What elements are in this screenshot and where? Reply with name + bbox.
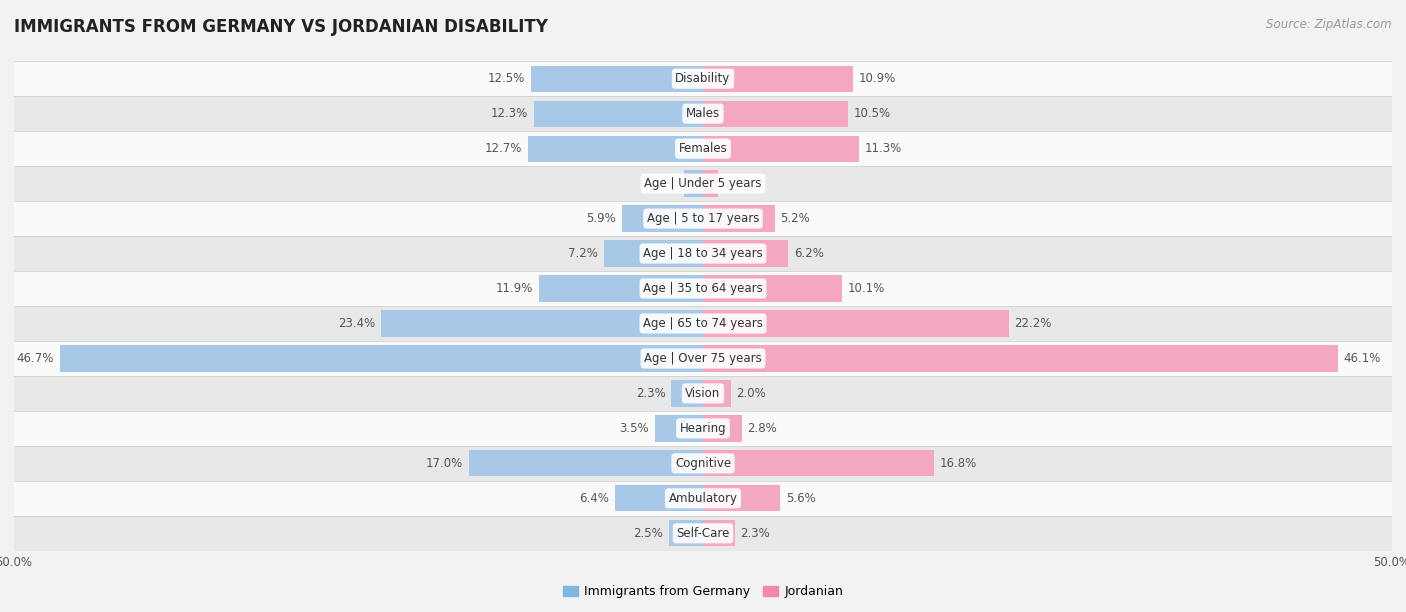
Bar — [703, 345, 1339, 371]
Bar — [703, 171, 718, 196]
Bar — [14, 306, 1392, 341]
Bar — [538, 275, 703, 302]
Bar — [14, 516, 1392, 551]
Bar — [468, 450, 703, 477]
Text: 11.9%: 11.9% — [496, 282, 533, 295]
Bar — [381, 310, 703, 337]
Bar — [14, 481, 1392, 516]
Text: 46.1%: 46.1% — [1344, 352, 1381, 365]
Bar — [703, 65, 853, 92]
Text: Age | Over 75 years: Age | Over 75 years — [644, 352, 762, 365]
Bar — [14, 446, 1392, 481]
Text: Cognitive: Cognitive — [675, 457, 731, 470]
Text: 10.9%: 10.9% — [859, 72, 896, 85]
Text: 2.3%: 2.3% — [636, 387, 666, 400]
Bar — [703, 450, 935, 477]
Text: 2.3%: 2.3% — [740, 527, 770, 540]
Text: 5.9%: 5.9% — [586, 212, 616, 225]
Text: 11.3%: 11.3% — [865, 142, 901, 155]
Bar — [703, 241, 789, 267]
Bar — [14, 341, 1392, 376]
Bar — [14, 166, 1392, 201]
Text: Age | Under 5 years: Age | Under 5 years — [644, 177, 762, 190]
Bar — [14, 271, 1392, 306]
Text: 6.2%: 6.2% — [794, 247, 824, 260]
Text: 10.5%: 10.5% — [853, 107, 890, 120]
Text: Age | 65 to 74 years: Age | 65 to 74 years — [643, 317, 763, 330]
Text: Disability: Disability — [675, 72, 731, 85]
Text: 1.1%: 1.1% — [724, 177, 754, 190]
Text: 12.3%: 12.3% — [491, 107, 529, 120]
Text: Ambulatory: Ambulatory — [668, 492, 738, 505]
Bar — [603, 241, 703, 267]
Text: Females: Females — [679, 142, 727, 155]
Bar — [529, 135, 703, 162]
Bar — [669, 520, 703, 547]
Text: IMMIGRANTS FROM GERMANY VS JORDANIAN DISABILITY: IMMIGRANTS FROM GERMANY VS JORDANIAN DIS… — [14, 18, 548, 36]
Bar — [14, 131, 1392, 166]
Bar — [671, 380, 703, 406]
Text: 2.0%: 2.0% — [737, 387, 766, 400]
Text: Self-Care: Self-Care — [676, 527, 730, 540]
Bar — [59, 345, 703, 371]
Bar — [531, 65, 703, 92]
Text: 23.4%: 23.4% — [337, 317, 375, 330]
Bar — [14, 376, 1392, 411]
Text: 2.8%: 2.8% — [747, 422, 778, 435]
Bar — [703, 310, 1010, 337]
Text: 5.6%: 5.6% — [786, 492, 815, 505]
Bar — [533, 100, 703, 127]
Text: 16.8%: 16.8% — [941, 457, 977, 470]
Bar — [703, 135, 859, 162]
Text: 3.5%: 3.5% — [620, 422, 650, 435]
Bar — [703, 485, 780, 512]
Bar — [655, 416, 703, 441]
Bar — [683, 171, 703, 196]
Bar — [703, 416, 741, 441]
Bar — [14, 236, 1392, 271]
Text: Hearing: Hearing — [679, 422, 727, 435]
Text: 12.5%: 12.5% — [488, 72, 526, 85]
Text: Age | 35 to 64 years: Age | 35 to 64 years — [643, 282, 763, 295]
Bar — [14, 96, 1392, 131]
Bar — [703, 206, 775, 232]
Bar — [703, 275, 842, 302]
Text: Age | 5 to 17 years: Age | 5 to 17 years — [647, 212, 759, 225]
Text: 2.5%: 2.5% — [633, 527, 664, 540]
Text: 10.1%: 10.1% — [848, 282, 884, 295]
Bar — [14, 411, 1392, 446]
Bar — [14, 201, 1392, 236]
Text: 12.7%: 12.7% — [485, 142, 523, 155]
Text: 1.4%: 1.4% — [648, 177, 678, 190]
Bar — [703, 380, 731, 406]
Text: Vision: Vision — [685, 387, 721, 400]
Text: 7.2%: 7.2% — [568, 247, 599, 260]
Text: 17.0%: 17.0% — [426, 457, 463, 470]
Text: 6.4%: 6.4% — [579, 492, 609, 505]
Bar — [703, 100, 848, 127]
Bar — [14, 61, 1392, 96]
Text: 5.2%: 5.2% — [780, 212, 810, 225]
Bar — [703, 520, 735, 547]
Bar — [614, 485, 703, 512]
Legend: Immigrants from Germany, Jordanian: Immigrants from Germany, Jordanian — [558, 580, 848, 603]
Bar — [621, 206, 703, 232]
Text: Age | 18 to 34 years: Age | 18 to 34 years — [643, 247, 763, 260]
Text: 22.2%: 22.2% — [1014, 317, 1052, 330]
Text: Source: ZipAtlas.com: Source: ZipAtlas.com — [1267, 18, 1392, 31]
Text: Males: Males — [686, 107, 720, 120]
Text: 46.7%: 46.7% — [17, 352, 53, 365]
